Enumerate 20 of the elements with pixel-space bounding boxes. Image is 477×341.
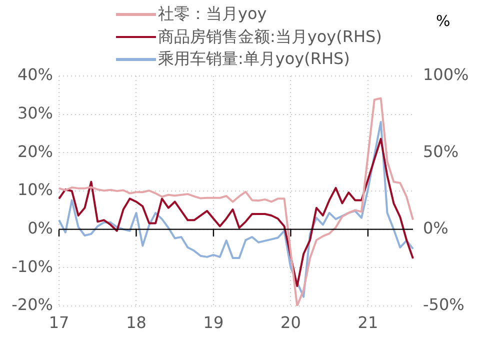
- y-tick-label: 30%: [17, 103, 53, 122]
- x-tick-label: 21: [358, 312, 378, 332]
- x-tick-label: 17: [48, 312, 70, 332]
- y-tick-label: -20%: [12, 295, 53, 314]
- y2-axis-title: %: [436, 12, 450, 30]
- legend-label: 乘用车销量:单月yoy(RHS): [158, 48, 350, 70]
- y2-tick-label: 100%: [423, 65, 469, 84]
- y2-tick-label: -50%: [423, 295, 464, 314]
- y-tick-label: 20%: [17, 142, 53, 161]
- legend-label: 商品房销售金额:当月yoy(RHS): [158, 26, 382, 48]
- y2-tick-label: 50%: [423, 142, 459, 161]
- x-tick-label: 20: [280, 312, 301, 332]
- x-tick-label: 19: [203, 312, 224, 332]
- y2-tick-label: 0%: [423, 218, 448, 238]
- x-tick-label: 18: [126, 312, 146, 332]
- y-tick-label: -10%: [12, 256, 53, 276]
- y-tick-label: 0%: [28, 218, 53, 238]
- y-tick-label: 10%: [17, 180, 53, 200]
- y-tick-label: 40%: [17, 65, 53, 84]
- legend-label: 社零：当月yoy: [158, 3, 267, 25]
